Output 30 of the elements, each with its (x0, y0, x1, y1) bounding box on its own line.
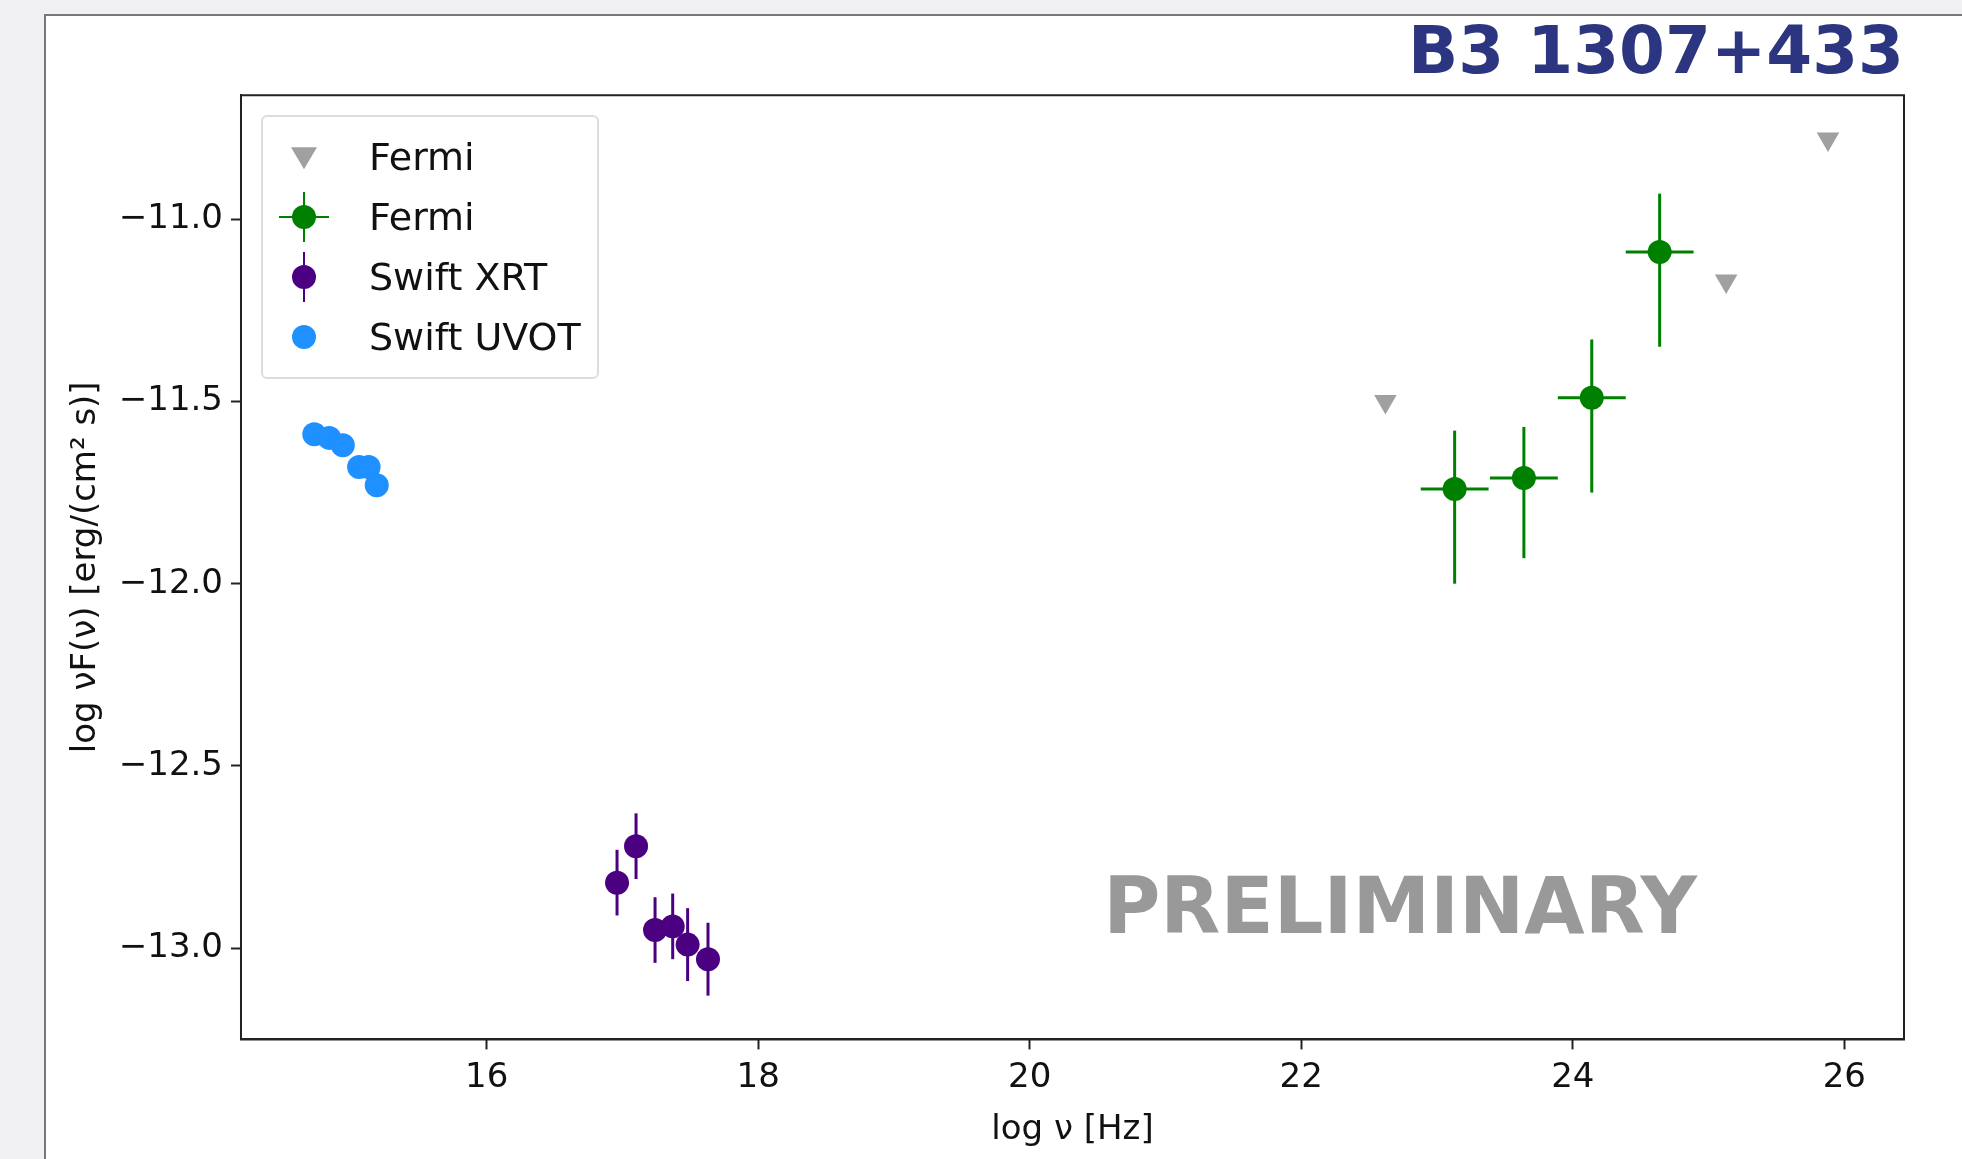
x-tick-label: 24 (1551, 1054, 1595, 1095)
y-tick-label: −12.0 (118, 560, 223, 601)
x-tick-label: 18 (736, 1054, 780, 1095)
point (1579, 385, 1604, 410)
legend-label: Fermi (368, 195, 475, 240)
point (660, 914, 685, 939)
point (624, 834, 649, 859)
point (1511, 465, 1536, 490)
y-tick-label: −12.5 (118, 742, 223, 783)
y-tick-label: −13.0 (118, 925, 223, 966)
point (330, 433, 355, 458)
x-tick-label: 22 (1279, 1054, 1323, 1095)
x-tick-label: 20 (1008, 1054, 1052, 1095)
y-axis-title: log νF(ν) [erg/(cm² s)] (63, 381, 104, 754)
legend-label: Swift XRT (368, 255, 548, 300)
x-tick-label: 26 (1822, 1054, 1866, 1095)
x-axis-title: log ν [Hz] (991, 1107, 1154, 1148)
y-tick-label: −11.0 (118, 195, 223, 236)
annotation: PRELIMINARY (1103, 861, 1699, 952)
point (695, 947, 720, 972)
y-tick-label: −11.5 (118, 378, 223, 419)
chart-title: B3 1307+433 (1408, 11, 1904, 89)
point (364, 473, 389, 498)
x-tick-label: 16 (465, 1054, 509, 1095)
point (605, 870, 630, 895)
legend-label: Swift UVOT (368, 315, 581, 360)
point (1647, 239, 1672, 264)
legend-label: Fermi (368, 135, 475, 180)
point (1442, 476, 1467, 501)
point (675, 932, 700, 957)
